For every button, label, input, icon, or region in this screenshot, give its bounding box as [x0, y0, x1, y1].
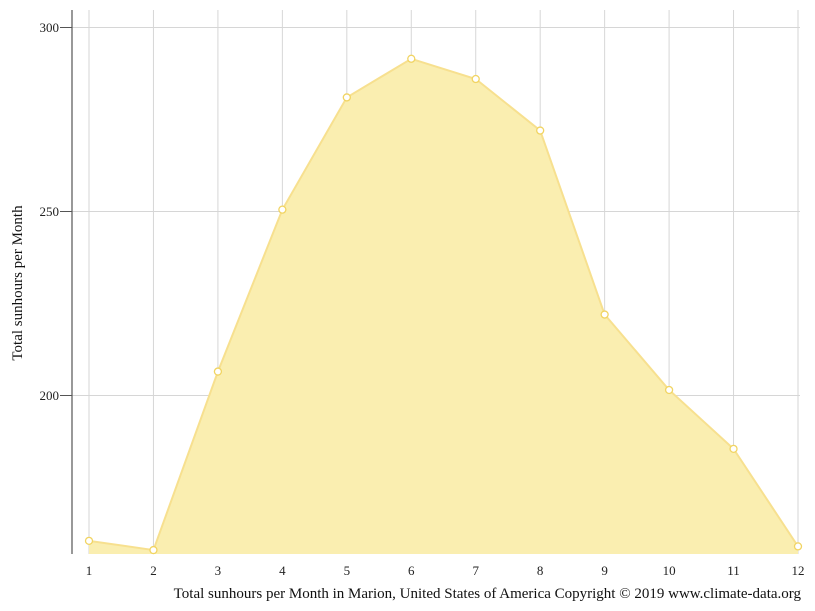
data-point-6: [407, 54, 416, 63]
data-point-2: [149, 545, 158, 555]
x-tick-label: 8: [537, 563, 544, 578]
data-points: [84, 54, 803, 555]
data-point-1: [84, 536, 94, 546]
area-series: [88, 57, 799, 554]
data-point-7: [471, 74, 480, 84]
chart-caption: Total sunhours per Month in Marion, Unit…: [174, 586, 802, 602]
x-tick-label: 12: [792, 563, 805, 578]
x-tick-labels: 1 2 3 4 5 6 7 8 9 10 11 12: [86, 563, 805, 578]
y-tick-label: 300: [40, 20, 60, 35]
data-point-10: [664, 385, 674, 395]
y-tick-label: 200: [40, 388, 60, 403]
x-tick-label: 9: [601, 563, 608, 578]
y-axis-title: Total sunhours per Month: [10, 205, 26, 361]
x-tick-label: 7: [472, 563, 479, 578]
data-point-12: [793, 542, 803, 551]
x-tick-label: 11: [727, 563, 740, 578]
x-tick-label: 10: [663, 563, 676, 578]
data-point-9: [600, 310, 609, 319]
x-tick-label: 6: [408, 563, 415, 578]
y-tick-label: 250: [40, 204, 60, 219]
x-tick-label: 3: [215, 563, 222, 578]
data-point-4: [278, 205, 287, 214]
data-point-3: [213, 367, 223, 376]
x-tick-label: 4: [279, 563, 286, 578]
data-point-5: [342, 93, 351, 102]
x-tick-label: 1: [86, 563, 93, 578]
x-tick-label: 5: [344, 563, 351, 578]
x-tick-label: 2: [150, 563, 157, 578]
data-point-8: [536, 126, 545, 135]
data-point-11: [729, 444, 738, 454]
area-line: [88, 57, 799, 552]
area-fill: [89, 58, 798, 554]
y-tick-labels: 200 250 300: [40, 20, 72, 403]
